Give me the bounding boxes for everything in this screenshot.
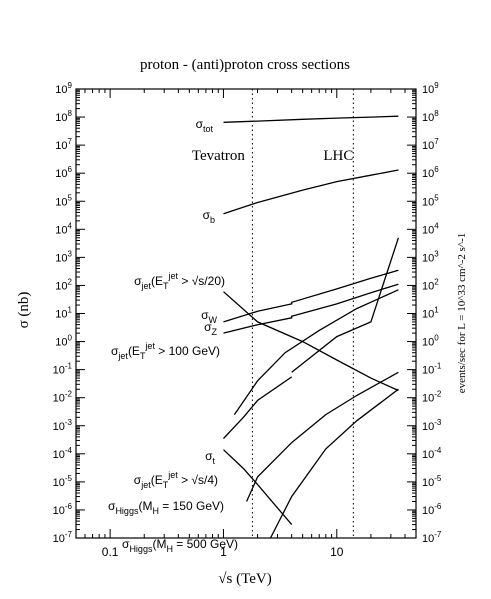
series-label-tot: σtot xyxy=(196,117,214,134)
x-tick-label: 1 xyxy=(220,545,227,559)
y2-tick-label: 106 xyxy=(422,165,439,180)
series-Z xyxy=(223,283,399,334)
series-t_lhc xyxy=(291,237,400,373)
series-higgs150 xyxy=(246,371,399,502)
y-tick-label: 103 xyxy=(55,249,72,264)
x-axis-label: √s (TeV) xyxy=(218,571,271,587)
y-axis-label: σ (nb) xyxy=(16,292,32,329)
y-tick-label: 10-3 xyxy=(53,418,73,433)
y2-tick-label: 109 xyxy=(422,81,439,96)
series-label-jet_s4: σjet(ETjet > √s/4) xyxy=(134,470,218,490)
y2-tick-label: 10-1 xyxy=(422,362,442,377)
x-tick-label: 10 xyxy=(330,545,344,559)
y-tick-label: 10-4 xyxy=(53,446,73,461)
y-tick-label: 102 xyxy=(55,277,72,292)
y2-tick-label: 100 xyxy=(422,334,439,349)
y2-tick-label: 10-3 xyxy=(422,418,442,433)
y-tick-label: 10-7 xyxy=(53,530,73,545)
y-tick-label: 10-6 xyxy=(53,502,73,517)
y2-axis-label: events/sec for L = 10^33 cm^-2 s^-1 xyxy=(456,233,468,394)
series-label-jet20: σjet(ETjet > √s/20) xyxy=(134,271,225,291)
y-tick-label: 108 xyxy=(55,109,72,124)
y-tick-label: 107 xyxy=(55,137,72,152)
y2-tick-label: 10-4 xyxy=(422,446,442,461)
y-tick-label: 10-2 xyxy=(53,390,73,405)
y2-tick-label: 10-7 xyxy=(422,530,442,545)
series-b xyxy=(223,169,399,215)
series-label-t: σt xyxy=(205,449,215,466)
y-tick-label: 10-5 xyxy=(53,474,73,489)
series-t xyxy=(223,376,293,439)
y-tick-label: 106 xyxy=(55,165,72,180)
series-jet100 xyxy=(233,289,399,415)
series-jet_s4 xyxy=(223,449,293,526)
y-tick-label: 109 xyxy=(55,81,72,96)
series-tot xyxy=(223,115,399,123)
y2-tick-label: 103 xyxy=(422,249,439,264)
y2-tick-label: 108 xyxy=(422,109,439,124)
y2-tick-label: 104 xyxy=(422,221,439,236)
y2-tick-label: 105 xyxy=(422,193,439,208)
y-tick-label: 101 xyxy=(55,306,72,321)
chart-title: proton - (anti)proton cross sections xyxy=(140,57,350,73)
series-label-W: σW xyxy=(201,308,217,325)
series-label-b: σb xyxy=(203,208,215,225)
series-label-higgs150: σHiggs(MH = 150 GeV) xyxy=(108,499,224,516)
series-jet20 xyxy=(223,291,399,392)
series-label-Z: σZ xyxy=(204,320,217,337)
y-tick-label: 105 xyxy=(55,193,72,208)
y-tick-label: 100 xyxy=(55,334,72,349)
vline-label-lhc: LHC xyxy=(323,148,353,164)
y2-tick-label: 10-6 xyxy=(422,502,442,517)
series-label-jet100: σjet(ETjet > 100 GeV) xyxy=(111,341,220,361)
series-higgs500 xyxy=(269,388,399,539)
y2-tick-label: 101 xyxy=(422,306,439,321)
vline-label-tevatron: Tevatron xyxy=(192,148,246,164)
y2-tick-label: 102 xyxy=(422,277,439,292)
y2-tick-label: 10-2 xyxy=(422,390,442,405)
x-tick-label: 0.1 xyxy=(102,545,119,559)
y-tick-label: 10-1 xyxy=(53,362,73,377)
y2-tick-label: 10-5 xyxy=(422,474,442,489)
y-tick-label: 104 xyxy=(55,221,72,236)
y2-tick-label: 107 xyxy=(422,137,439,152)
series-label-higgs500: σHiggs(MH = 500 GeV) xyxy=(122,537,238,554)
series-W xyxy=(223,269,399,323)
